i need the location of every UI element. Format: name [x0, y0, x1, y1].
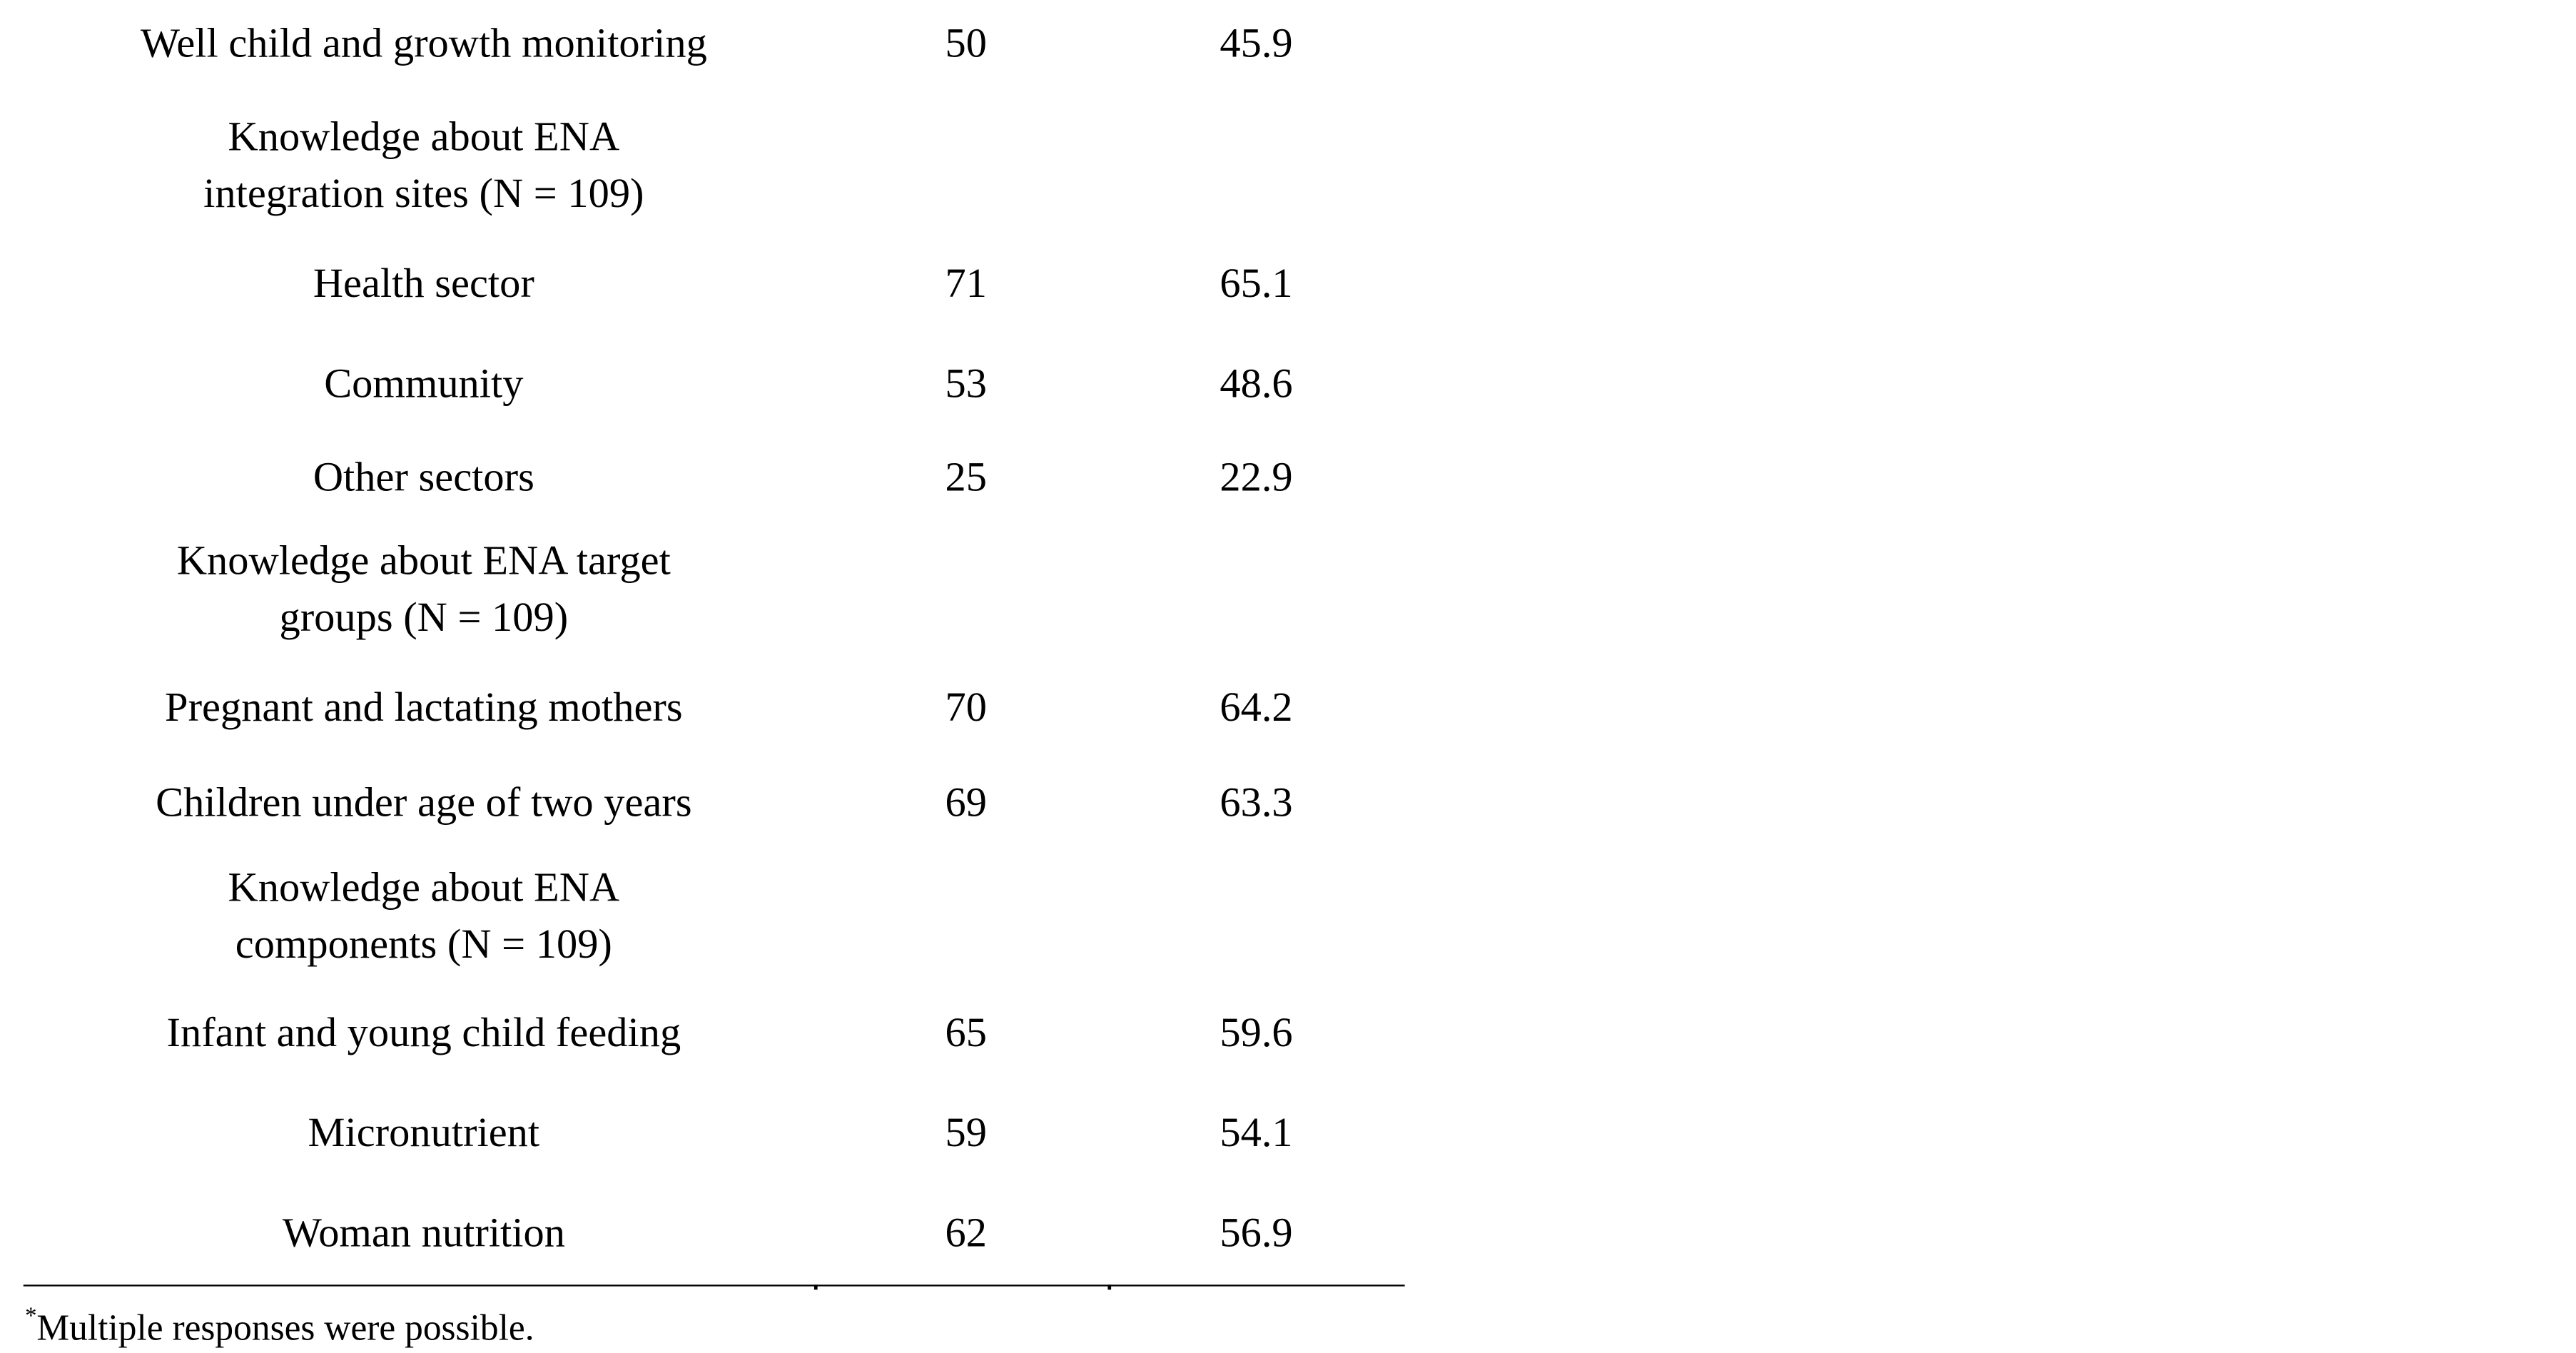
table-row: Health sector 71 65.1 [0, 257, 1405, 313]
section-header-row: Knowledge about ENA target groups (N = 1… [0, 534, 1405, 647]
row-count: 59 [945, 1111, 987, 1157]
row-label: Children under age of two years [156, 781, 692, 826]
table-row: Pregnant and lactating mothers 70 64.2 [0, 681, 1405, 737]
section-header-row: Knowledge about ENA components (N = 109) [0, 861, 1405, 974]
row-percent: 63.3 [1219, 781, 1293, 826]
table-footnote: *Multiple responses were possible. [25, 1303, 534, 1353]
table-row: Community 53 48.6 [0, 357, 1405, 413]
section-header: Knowledge about ENA components (N = 109) [228, 866, 620, 968]
row-percent: 64.2 [1219, 685, 1293, 731]
section-header-row: Knowledge about ENA integration sites (N… [0, 110, 1405, 223]
row-label: Micronutrient [308, 1111, 540, 1157]
row-count: 71 [945, 262, 987, 308]
row-label: Other sectors [313, 455, 534, 501]
table-row: Well child and growth monitoring 50 45.9 [0, 16, 1405, 73]
row-label: Well child and growth monitoring [140, 21, 707, 67]
table-bottom-border [23, 1284, 1405, 1287]
footnote-text: Multiple responses were possible. [36, 1306, 534, 1349]
row-count: 62 [945, 1211, 987, 1257]
row-percent: 59.6 [1219, 1010, 1293, 1056]
row-label: Health sector [313, 262, 534, 308]
row-count: 69 [945, 781, 987, 826]
column-separator-tick [813, 1284, 818, 1290]
section-header: Knowledge about ENA target groups (N = 1… [176, 539, 671, 641]
row-label: Community [324, 362, 524, 407]
row-label: Pregnant and lactating mothers [165, 685, 683, 731]
table-row: Woman nutrition 62 56.9 [0, 1206, 1405, 1262]
row-percent: 54.1 [1219, 1111, 1293, 1157]
table-row: Micronutrient 59 54.1 [0, 1106, 1405, 1162]
row-label: Woman nutrition [282, 1211, 565, 1257]
row-percent: 22.9 [1219, 455, 1293, 501]
row-count: 65 [945, 1010, 987, 1056]
table-row: Other sectors 25 22.9 [0, 450, 1405, 507]
row-count: 70 [945, 685, 987, 731]
row-percent: 45.9 [1219, 21, 1293, 67]
row-count: 50 [945, 21, 987, 67]
row-percent: 56.9 [1219, 1211, 1293, 1257]
row-label: Infant and young child feeding [166, 1010, 681, 1056]
row-percent: 48.6 [1219, 362, 1293, 407]
row-percent: 65.1 [1219, 262, 1293, 308]
footnote-marker: * [25, 1304, 37, 1330]
section-header: Knowledge about ENA integration sites (N… [203, 115, 644, 217]
row-count: 53 [945, 362, 987, 407]
column-separator-tick [1107, 1284, 1112, 1290]
table-row: Children under age of two years 69 63.3 [0, 776, 1405, 832]
table-row: Infant and young child feeding 65 59.6 [0, 1006, 1405, 1063]
row-count: 25 [945, 455, 987, 501]
